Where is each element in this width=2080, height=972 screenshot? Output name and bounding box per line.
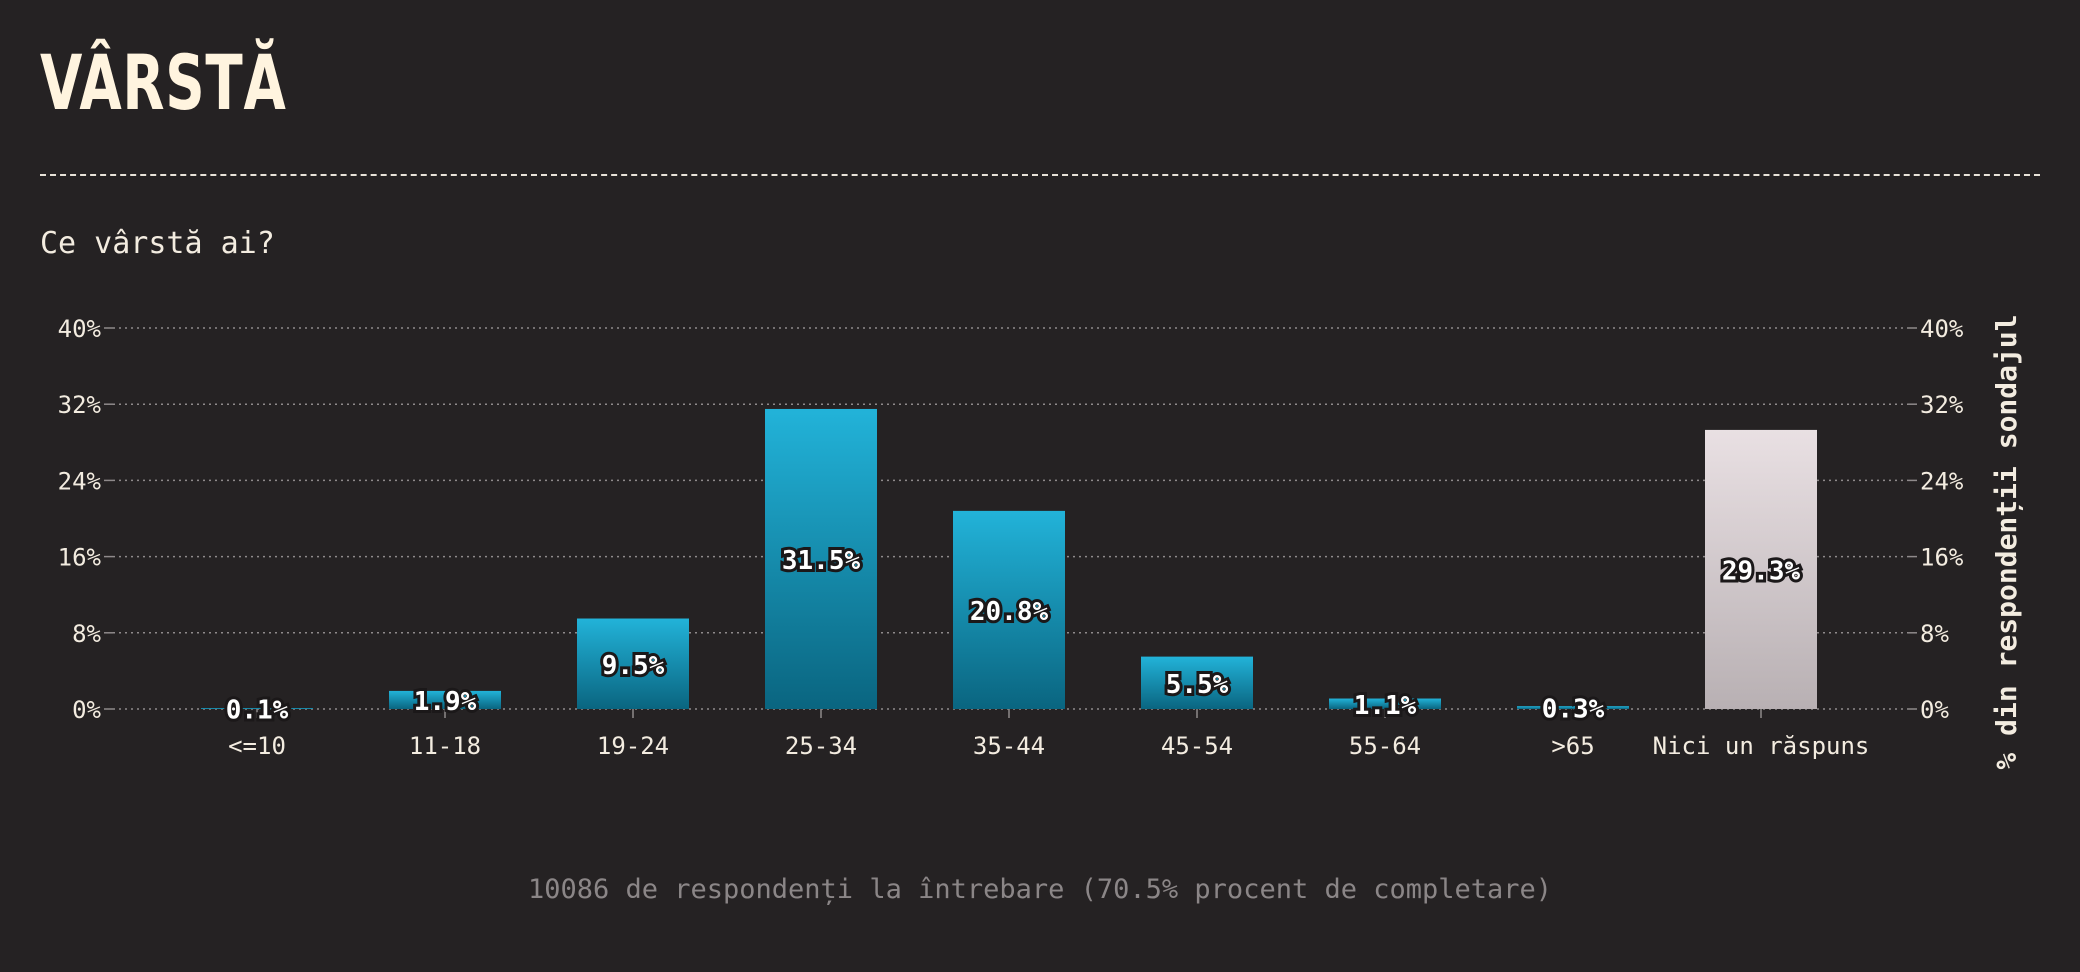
bar <box>1517 706 1629 709</box>
bar <box>1329 698 1441 709</box>
y-tick-label-right: 24% <box>1920 467 1964 495</box>
bar <box>201 708 313 709</box>
y-tick-label-right: 0% <box>1920 696 1949 724</box>
x-tick-label: 55-64 <box>1349 732 1421 760</box>
x-tick-label: 11-18 <box>409 732 481 760</box>
bar <box>953 510 1065 709</box>
y-tick-label-right: 32% <box>1920 391 1964 419</box>
x-tick-label: 19-24 <box>597 732 669 760</box>
y-tick-label-left: 8% <box>72 620 101 648</box>
y-axis-label: % din respondenții sondajul <box>1990 314 2023 769</box>
data-label: 31.5% <box>782 546 861 576</box>
bar <box>577 618 689 709</box>
title-divider <box>40 174 2040 176</box>
y-tick-label-right: 8% <box>1920 620 1949 648</box>
bar <box>1705 429 1817 709</box>
x-tick-label: >65 <box>1551 732 1594 760</box>
y-tick-label-left: 32% <box>58 391 102 419</box>
data-label: 1.9% <box>414 687 477 717</box>
bar <box>1141 656 1253 709</box>
bar <box>389 690 501 709</box>
data-label: 5.5% <box>1166 670 1229 700</box>
page-title: VÂRSTĂ <box>40 38 287 127</box>
bar <box>765 408 877 709</box>
labels: 0% 0% 8% 8% 16% 16% 24% 24% 32% 32% 40% 40% <=10 0.1%… <box>58 315 1964 760</box>
y-tick-label-right: 40% <box>1920 315 1964 343</box>
y-tick-label-left: 0% <box>72 696 101 724</box>
y-tick-label-right: 16% <box>1920 544 1964 572</box>
x-tick-label: 25-34 <box>785 732 857 760</box>
bars <box>201 408 1817 709</box>
data-label: 29.3% <box>1722 556 1801 586</box>
question-text: Ce vârstă ai? <box>40 226 275 261</box>
data-label: 9.5% <box>602 651 665 681</box>
x-tick-label: 35-44 <box>973 732 1045 760</box>
y-tick-label-left: 24% <box>58 467 102 495</box>
data-label: 0.1% <box>226 696 289 726</box>
x-tick-label: <=10 <box>228 732 286 760</box>
x-tick-label: Nici un răspuns <box>1653 732 1870 760</box>
y-tick-label-left: 40% <box>58 315 102 343</box>
respondents-footer: 10086 de respondenți la întrebare (70.5%… <box>527 874 1553 905</box>
data-label: 0.3% <box>1542 695 1605 725</box>
x-tick-label: 45-54 <box>1161 732 1233 760</box>
data-label: 20.8% <box>970 597 1049 627</box>
y-tick-label-left: 16% <box>58 544 102 572</box>
data-label: 1.1% <box>1354 691 1417 721</box>
